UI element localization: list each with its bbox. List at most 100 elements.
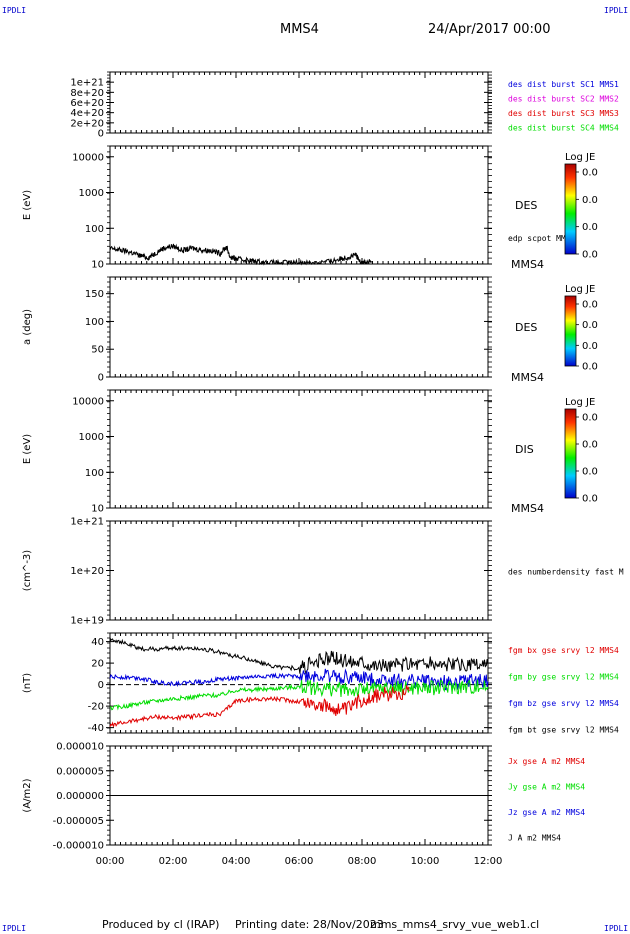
series-line-fgm-bx-gse-srvy-l2-MMS4 [109, 685, 410, 727]
right-series-label: fgm bx gse srvy l2 MMS4 [508, 646, 619, 655]
y-tick-label: 1e+21 [70, 78, 104, 89]
series-line-fgm-by-gse-srvy-l2-MMS4 [109, 679, 489, 711]
right-series-label: Jy gse A m2 MMS4 [508, 783, 585, 792]
colorbar-tick-label: 0.0 [582, 250, 598, 261]
right-series-label: des dist burst SC3 MMS3 [508, 109, 619, 118]
footer-printing-date: Printing date: 28/Nov/2023 [235, 918, 384, 931]
y-tick-label: -0.000010 [53, 841, 104, 852]
x-tick-label: 06:00 [285, 856, 314, 867]
right-series-label: fgm bt gse srvy l2 MMS4 [508, 726, 619, 735]
right-series-label: des dist burst SC4 MMS4 [508, 124, 619, 133]
right-series-label: des dist burst SC1 MMS1 [508, 80, 619, 89]
y-tick-label: 1e+19 [70, 616, 104, 627]
colorbar [564, 163, 577, 255]
y-tick-label: 1000 [79, 432, 104, 443]
corner-label-top-left: IPDLI [2, 6, 27, 15]
instrument-label: DIS [515, 443, 534, 456]
right-series-label: Jx gse A m2 MMS4 [508, 757, 585, 766]
x-tick-label: 12:00 [474, 856, 503, 867]
colorbar-tick-label: 0.0 [582, 467, 598, 478]
y-tick-label: 10 [91, 504, 104, 515]
y-tick-label: 8e+20 [70, 88, 104, 99]
panel-frame-1 [109, 71, 489, 134]
y-tick-label: 1000 [79, 188, 104, 199]
spacecraft-tag: MMS4 [511, 502, 544, 515]
colorbar-tick-label: 0.0 [582, 300, 598, 311]
y-axis-label: (nT) [22, 673, 33, 693]
y-tick-label: -20 [88, 702, 104, 713]
colorbar-tick-label: 0.0 [582, 341, 598, 352]
y-axis-label: (cm^-3) [22, 550, 33, 591]
y-tick-label: 0 [98, 373, 104, 384]
corner-label-top-right: IPDLI [604, 6, 629, 15]
panel-frame-3 [109, 276, 489, 378]
y-tick-label: 10000 [72, 152, 104, 163]
y-tick-label: 100 [85, 224, 104, 235]
colorbar-tick-label: 0.0 [582, 320, 598, 331]
colorbar-tick-label: 0.0 [582, 195, 598, 206]
y-axis-label: E (eV) [22, 190, 33, 220]
y-tick-label: 100 [85, 468, 104, 479]
colorbar [564, 295, 577, 367]
y-tick-label: 40 [91, 637, 104, 648]
colorbar-tick-label: 0.0 [582, 168, 598, 179]
colorbar-tick-label: 0.0 [582, 222, 598, 233]
header-spacecraft: MMS4 [280, 22, 319, 37]
instrument-label: DES [515, 321, 537, 334]
series-line-fgm-bt-gse-srvy-l2-MMS4 [109, 637, 489, 675]
corner-label-bottom-right: IPDLI [604, 924, 629, 933]
instrument-label: DES [515, 199, 537, 212]
y-tick-label: 1e+21 [70, 517, 104, 528]
right-series-label: J A m2 MMS4 [508, 834, 561, 843]
panel-frame-2 [109, 145, 489, 265]
colorbar-tick-label: 0.0 [582, 494, 598, 505]
corner-label-bottom-left: IPDLI [2, 924, 27, 933]
y-tick-label: 50 [91, 345, 104, 356]
colorbar-tick-label: 0.0 [582, 362, 598, 373]
header-date: 24/Apr/2017 00:00 [428, 22, 551, 37]
right-series-label: Jz gse A m2 MMS4 [508, 808, 585, 817]
x-tick-label: 02:00 [159, 856, 188, 867]
colorbar-title: Log JE [565, 397, 595, 408]
y-tick-label: 4e+20 [70, 108, 104, 119]
x-tick-label: 00:00 [96, 856, 125, 867]
y-tick-label: 0.000000 [56, 791, 104, 802]
series-line-fgm-bz-gse-srvy-l2-MMS4 [109, 668, 489, 691]
y-tick-label: -40 [88, 723, 104, 734]
y-tick-label: 0.000010 [56, 742, 104, 753]
y-tick-label: 20 [91, 659, 104, 670]
y-tick-label: 10 [91, 260, 104, 271]
colorbar [564, 408, 577, 499]
y-tick-label: 100 [85, 317, 104, 328]
y-tick-label: -0.000005 [53, 816, 104, 827]
x-tick-label: 08:00 [348, 856, 377, 867]
colorbar-tick-label: 0.0 [582, 413, 598, 424]
colorbar-tick-label: 0.0 [582, 440, 598, 451]
footer-filename: mms_mms4_srvy_vue_web1.cl [370, 918, 540, 931]
right-series-label: des dist burst SC2 MMS2 [508, 95, 619, 104]
right-series-label: fgm bz gse srvy l2 MMS4 [508, 699, 619, 708]
colorbar-title: Log JE [565, 284, 595, 295]
right-series-label: edp scpot MMS4 [508, 234, 576, 243]
spacecraft-tag: MMS4 [511, 258, 544, 271]
y-tick-label: 10000 [72, 396, 104, 407]
y-tick-label: 2e+20 [70, 118, 104, 129]
right-series-label: fgm by gse srvy l2 MMS4 [508, 673, 619, 682]
panel-frame-5 [109, 520, 489, 621]
y-tick-label: 0.000005 [56, 766, 104, 777]
y-tick-label: 150 [85, 289, 104, 300]
y-tick-label: 0 [98, 129, 104, 140]
y-axis-label: a (deg) [22, 309, 33, 345]
panel-frame-4 [109, 389, 489, 509]
x-tick-label: 04:00 [222, 856, 251, 867]
y-tick-label: 1e+20 [70, 566, 104, 577]
right-series-label: des numberdensity fast M [508, 568, 624, 577]
footer-produced-by: Produced by cl (IRAP) [102, 918, 220, 931]
x-tick-label: 10:00 [411, 856, 440, 867]
y-tick-label: 0 [98, 680, 104, 691]
colorbar-title: Log JE [565, 152, 595, 163]
y-axis-label: (A/m2) [22, 778, 33, 812]
spacecraft-tag: MMS4 [511, 371, 544, 384]
series-line-edp-scpot-MMS4 [109, 243, 372, 266]
